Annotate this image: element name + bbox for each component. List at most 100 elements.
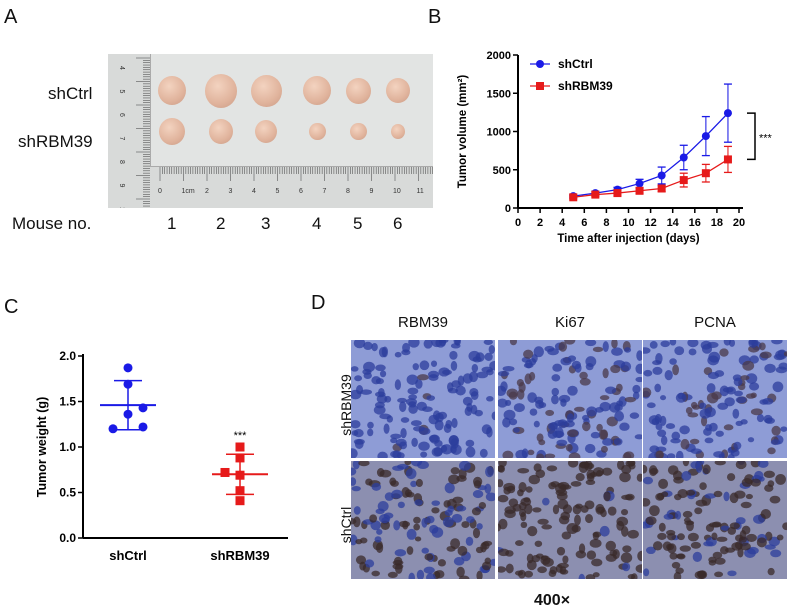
cell-nucleus [628, 574, 636, 579]
cell-nucleus [544, 346, 554, 352]
cell-nucleus [352, 430, 359, 436]
x-tick-label: 4 [559, 217, 566, 229]
cell-nucleus [461, 521, 469, 528]
cell-nucleus [351, 477, 356, 486]
tumor-shctrl [205, 74, 237, 108]
data-point [139, 422, 148, 431]
cell-nucleus [717, 403, 728, 410]
cell-nucleus [471, 391, 479, 400]
cell-nucleus [770, 550, 781, 558]
tumor-shrbm39 [255, 120, 277, 143]
cell-nucleus [567, 386, 578, 396]
cell-nucleus [351, 366, 359, 371]
data-point [702, 132, 710, 140]
cell-nucleus [555, 483, 566, 494]
cell-nucleus [472, 507, 481, 515]
cell-nucleus [413, 363, 419, 370]
cell-nucleus [424, 340, 433, 349]
cell-nucleus [746, 494, 753, 499]
cell-nucleus [524, 363, 534, 369]
cell-nucleus [393, 560, 404, 566]
ihc-image [498, 461, 642, 579]
cell-nucleus [559, 515, 570, 524]
cell-nucleus [458, 546, 468, 556]
cell-nucleus [411, 420, 422, 426]
cell-nucleus [723, 492, 729, 502]
series-line-shCtrl [573, 113, 728, 196]
cell-nucleus [426, 516, 435, 524]
cell-nucleus [661, 436, 667, 446]
cell-nucleus [586, 480, 596, 485]
cell-nucleus [704, 407, 715, 417]
cell-nucleus [426, 395, 435, 401]
cell-nucleus [417, 374, 429, 380]
cell-nucleus [688, 533, 699, 542]
cell-nucleus [435, 570, 445, 578]
data-point [702, 169, 710, 177]
cell-nucleus [653, 541, 663, 550]
cell-nucleus [534, 421, 540, 428]
cell-nucleus [660, 341, 670, 347]
cell-nucleus [603, 341, 609, 352]
cell-nucleus [713, 552, 723, 559]
cell-nucleus [742, 526, 750, 535]
y-tick-label: 1000 [487, 127, 511, 139]
legend-label: shRBM39 [558, 79, 613, 93]
cell-nucleus [699, 402, 706, 409]
cell-nucleus [567, 413, 574, 422]
cell-nucleus [621, 495, 633, 500]
ruler-h-label: 6 [299, 188, 303, 195]
cell-nucleus [424, 567, 435, 574]
cell-nucleus [562, 532, 572, 540]
cell-nucleus [655, 353, 662, 364]
data-point [236, 496, 245, 505]
cell-nucleus [729, 340, 735, 347]
cell-nucleus [709, 560, 716, 566]
cell-nucleus [398, 502, 405, 509]
cell-nucleus [369, 514, 377, 522]
cell-nucleus [476, 372, 488, 379]
cell-nucleus [693, 552, 702, 562]
cell-nucleus [441, 445, 448, 452]
cell-nucleus [740, 543, 751, 551]
cell-nucleus [673, 470, 683, 480]
cell-nucleus [591, 432, 600, 439]
cell-nucleus [654, 384, 661, 393]
cell-nucleus [665, 370, 673, 380]
cell-nucleus [585, 444, 596, 453]
cell-nucleus [473, 490, 484, 498]
ihc-image [351, 461, 495, 579]
cell-nucleus [686, 407, 693, 414]
x-tick-label: 18 [711, 217, 723, 229]
cell-nucleus [780, 426, 787, 431]
cell-nucleus [489, 345, 495, 354]
tumor-shctrl [386, 78, 410, 103]
cell-nucleus [503, 487, 510, 495]
cell-nucleus [655, 414, 662, 424]
cell-nucleus [686, 490, 695, 496]
cell-nucleus [377, 394, 388, 403]
cell-nucleus [527, 554, 534, 564]
tumor-photo: 45678910 01cm234567891011 [108, 54, 433, 208]
ihc-column-header: Ki67 [498, 314, 642, 331]
cell-nucleus [545, 410, 554, 416]
cell-nucleus [611, 340, 617, 348]
cell-nucleus [416, 479, 423, 487]
cell-nucleus [406, 492, 414, 498]
panel-letter-a: A [4, 6, 17, 29]
cell-nucleus [621, 552, 632, 563]
y-tick-label: 1.0 [59, 440, 76, 454]
cell-nucleus [379, 347, 387, 357]
cell-nucleus [492, 411, 495, 420]
y-tick-label: 0.0 [59, 531, 76, 545]
y-tick-label: 0 [505, 203, 511, 215]
ruler-h-label: 3 [229, 188, 233, 195]
cell-nucleus [431, 360, 437, 367]
cell-nucleus [498, 479, 503, 487]
cell-nucleus [552, 388, 559, 396]
cell-nucleus [579, 543, 585, 553]
cell-nucleus [635, 434, 642, 439]
cell-nucleus [691, 542, 701, 549]
cell-nucleus [351, 420, 361, 428]
ruler-v-label: 9 [118, 184, 125, 188]
